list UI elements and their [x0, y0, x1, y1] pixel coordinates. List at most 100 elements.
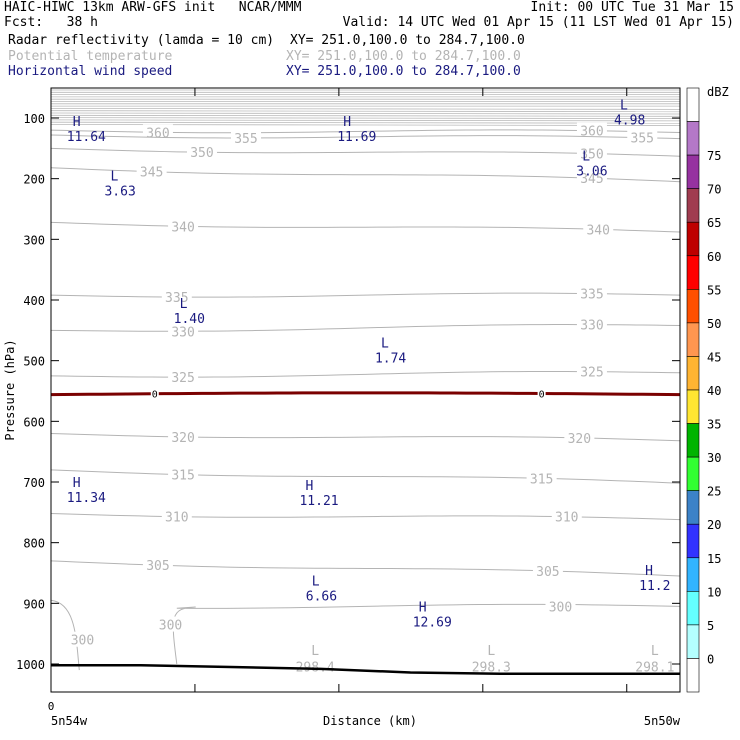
colorbar-label-40: 40 [707, 384, 721, 398]
y-tick-label-500: 500 [23, 355, 45, 369]
colorbar-label-45: 45 [707, 350, 721, 364]
wind-extremum-value-2: 4.98 [614, 114, 645, 129]
theta-label-320-0-mask [168, 428, 199, 444]
theta-low-letter-0: L [311, 644, 319, 659]
colorbar: 0 5 10 15 20 25 30 35 40 45 50 55 60 65 70 75 [686, 87, 721, 693]
colorbar-label-15: 15 [707, 552, 721, 566]
colorbar-label-60: 60 [707, 250, 721, 264]
hatch-line [51, 110, 680, 113]
theta-label-305-0: 305 [146, 559, 169, 574]
theta-label-350-1: 350 [580, 148, 603, 163]
theta-label-315-1-mask [526, 470, 557, 486]
colorbar-label-75: 75 [707, 149, 721, 163]
colorbar-label-65: 65 [707, 216, 721, 230]
colorbar-label-25: 25 [707, 485, 721, 499]
wind-extremum-letter-4: L [110, 170, 118, 185]
y-tick-label-400: 400 [23, 294, 45, 308]
hatch-line [51, 117, 680, 119]
wind-extremum-value-4: 3.63 [104, 185, 135, 200]
colorbar-bin [686, 456, 700, 491]
theta-label-335-1: 335 [580, 288, 603, 303]
colorbar-label-50: 50 [707, 317, 721, 331]
header-model-title: HAIC-HIWC 13km ARW-GFS init NCAR/MMM [4, 0, 302, 15]
theta-label-320-1-mask [564, 429, 595, 445]
theta-contour-300 [172, 603, 680, 665]
theta-label-355-1-mask [627, 129, 658, 145]
colorbar-bin [686, 557, 700, 592]
theta-label-330-1-mask [576, 316, 607, 332]
theta-label-330-0: 330 [171, 325, 194, 340]
theta-label-315-1: 315 [530, 472, 553, 487]
wind-extremum-value-5: 1.40 [174, 312, 205, 327]
wind-extremum-value-7: 11.34 [67, 491, 106, 506]
wind-extremum-letter-0: H [73, 115, 81, 130]
wind-extremum-letter-8: H [305, 479, 313, 494]
wind-extremum-value-0: 11.64 [67, 130, 106, 145]
colorbar-bin [686, 490, 700, 525]
hatch-line [51, 121, 680, 124]
colorbar-label-5: 5 [707, 619, 714, 633]
wind-extremum-letter-3: L [582, 150, 590, 165]
wind-extremum-value-9: 6.66 [306, 589, 337, 604]
field-xy-theta: XY= 251.0,100.0 to 284.7,100.0 [286, 49, 521, 64]
wind-extremum-value-1: 11.69 [337, 130, 376, 145]
field-name-reflectivity: Radar reflectivity (lamda = 10 cm) [8, 33, 275, 48]
terrain-polyline [51, 663, 680, 675]
hatch-line [51, 112, 680, 115]
colorbar-bin [686, 423, 700, 458]
wind-extrema: H11.64H11.69L4.98L3.06L3.63L1.40L1.74H11… [67, 99, 671, 631]
colorbar-label-0: 0 [707, 652, 714, 666]
y-tick-label-800: 800 [23, 537, 45, 551]
theta-label-315-0: 315 [171, 469, 194, 484]
wind-extremum-value-6: 1.74 [375, 351, 406, 366]
wind-extremum-letter-2: L [620, 99, 628, 114]
colorbar-bin [686, 121, 700, 156]
wind-extremum-letter-1: H [343, 115, 351, 130]
theta-label-325-0-mask [168, 369, 199, 385]
theta-label-345-1: 345 [580, 172, 603, 187]
theta-label-320-1: 320 [568, 432, 591, 447]
y-tick-label-700: 700 [23, 476, 45, 490]
colorbar-label-70: 70 [707, 183, 721, 197]
colorbar-bin [686, 591, 700, 626]
theta-label-310-1-mask [551, 508, 582, 524]
theta-label-300-mid: 300 [159, 619, 182, 634]
theta-contours: 360 360 355 355 350 350 345 345 340 340 335 335 330 3… [51, 122, 680, 675]
colorbar-label-10: 10 [707, 585, 721, 599]
colorbar-bin [686, 289, 700, 324]
colorbar-bin [686, 389, 700, 424]
theta-label-340-0-mask [168, 218, 199, 234]
colorbar-bin [686, 188, 700, 223]
reflectivity-label-0: 0 [152, 390, 158, 401]
colorbar-bin [686, 154, 700, 189]
colorbar-bin [686, 221, 700, 257]
theta-label-320-0: 320 [171, 431, 194, 446]
reflectivity-label-mask-0 [150, 388, 159, 399]
theta-label-340-0: 340 [171, 220, 194, 235]
theta-low-letter-1: L [487, 644, 495, 659]
theta-contour-325 [51, 371, 680, 378]
colorbar-bin [686, 523, 700, 559]
theta-low-letter-2: L [651, 644, 659, 659]
theta-contour-335 [51, 292, 680, 298]
field-xy-wind: XY= 251.0,100.0 to 284.7,100.0 [286, 64, 521, 79]
x-axis-label: Distance (km) [323, 714, 417, 728]
wind-extremum-letter-10: H [419, 600, 427, 615]
theta-low-value-1: 298.3 [472, 660, 511, 675]
theta-label-305-1: 305 [536, 565, 559, 580]
y-axis: 100 200 300 400 500 600 700 800 900 1000 [16, 112, 680, 672]
wind-extremum-value-10: 12.69 [413, 615, 452, 630]
y-tick-label-900: 900 [23, 597, 45, 611]
theta-label-360-0: 360 [146, 126, 169, 141]
theta-label-330-1: 330 [580, 319, 603, 334]
field-name-theta: Potential temperature [8, 49, 173, 64]
wind-extremum-letter-11: H [645, 564, 653, 579]
theta-label-335-0: 335 [165, 291, 188, 306]
theta-label-300-mask [545, 598, 576, 614]
theta-label-350-0: 350 [190, 146, 213, 161]
theta-label-310-0: 310 [165, 511, 188, 526]
x-axis [50, 88, 628, 692]
colorbar-bin [686, 255, 700, 290]
